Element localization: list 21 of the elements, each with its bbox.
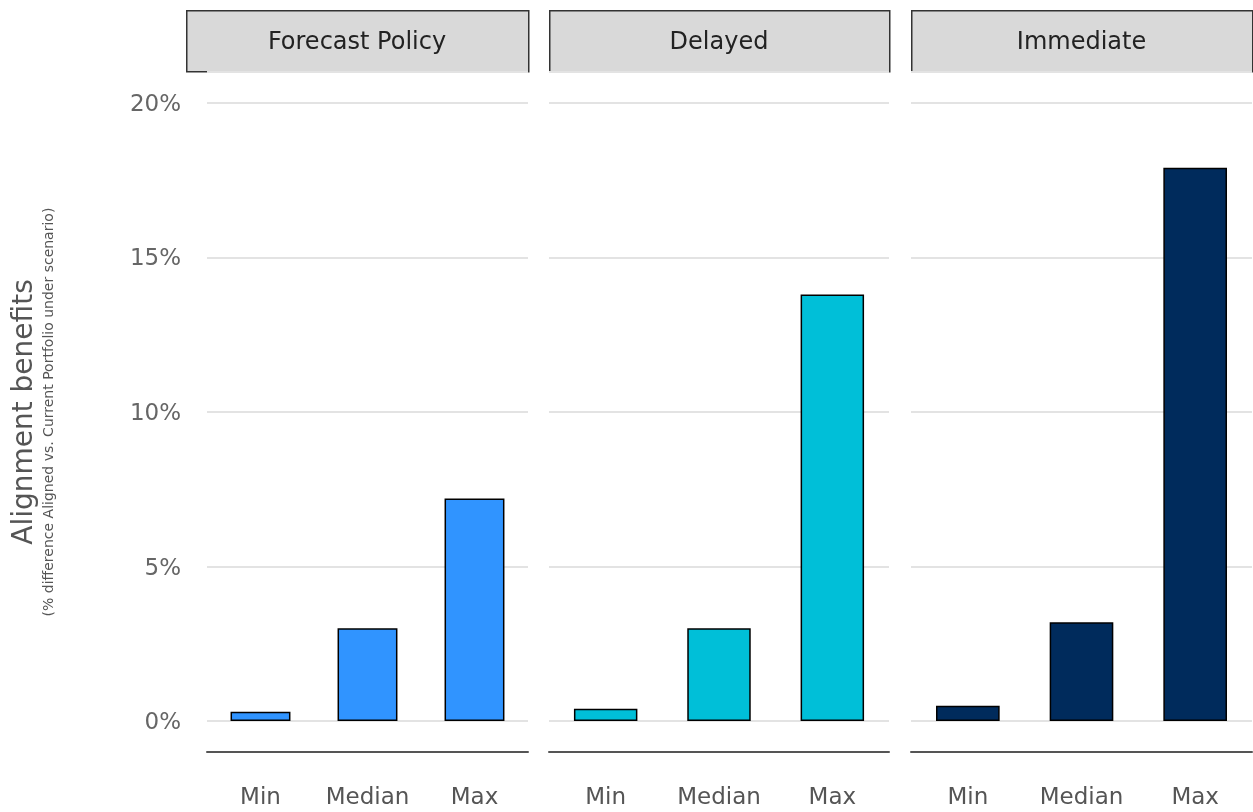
x-tick-label: Max xyxy=(808,782,857,809)
x-tick-label: Median xyxy=(677,782,761,809)
x-tick-label: Min xyxy=(240,782,281,809)
x-tick-label: Max xyxy=(450,782,499,809)
x-tick-label: Median xyxy=(325,782,410,809)
y-tick-label: 5% xyxy=(144,553,181,580)
x-tick-label: Median xyxy=(1039,782,1124,809)
bar xyxy=(444,498,505,722)
x-tick-label: Min xyxy=(585,782,627,809)
y-tick-label: 15% xyxy=(129,244,181,271)
bar xyxy=(230,711,291,722)
chart-title: Immediate xyxy=(1016,27,1147,55)
chart-title: Delayed xyxy=(669,27,769,55)
y-tick-label: 0% xyxy=(144,708,181,735)
y-tick-label: 10% xyxy=(129,399,181,425)
x-tick-label: Max xyxy=(1171,782,1219,809)
y-tick-label: 20% xyxy=(129,89,181,116)
y-axis-title: Alignment benefits (% difference Aligned vs. Current Portfolio under scenario) xyxy=(5,207,56,617)
x-tick-label: Min xyxy=(947,782,989,809)
chart-title: Forecast Policy xyxy=(267,27,447,55)
bar xyxy=(337,628,398,722)
